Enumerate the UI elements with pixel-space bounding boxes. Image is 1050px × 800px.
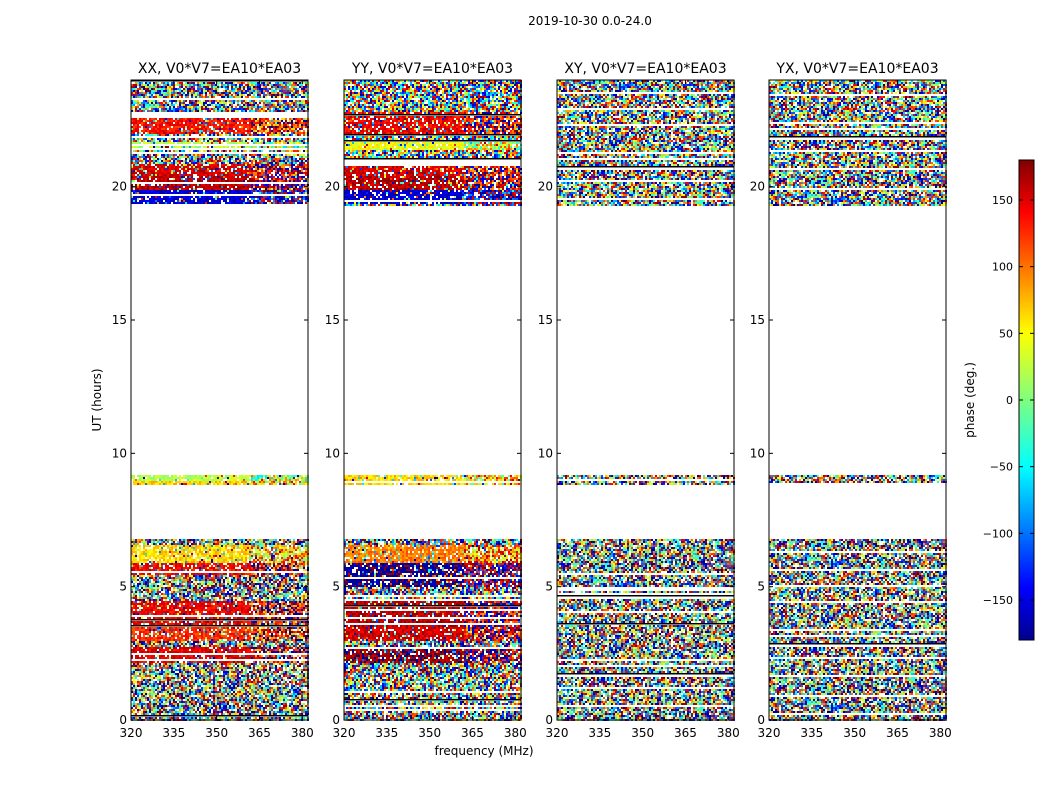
x-tick-label: 380 bbox=[717, 726, 740, 740]
x-tick-label: 350 bbox=[631, 726, 654, 740]
y-tick-label: 15 bbox=[538, 313, 553, 327]
y-tick-label: 5 bbox=[119, 580, 127, 594]
panel-title: YX, V0*V7=EA10*EA03 bbox=[775, 61, 938, 77]
y-tick-label: 5 bbox=[545, 580, 553, 594]
panel-title: YY, V0*V7=EA10*EA03 bbox=[351, 61, 513, 77]
colorbar-tick-label: 50 bbox=[999, 327, 1013, 340]
heatmap-cells bbox=[131, 80, 309, 721]
x-tick-label: 365 bbox=[248, 726, 271, 740]
heatmap-cells bbox=[557, 80, 735, 721]
y-tick-label: 10 bbox=[325, 446, 340, 460]
colorbar-tick-label: −150 bbox=[983, 594, 1013, 607]
y-tick-label: 0 bbox=[545, 713, 553, 727]
x-tick-label: 350 bbox=[205, 726, 228, 740]
colorbar-label: phase (deg.) bbox=[963, 362, 977, 438]
x-tick-label: 380 bbox=[929, 726, 952, 740]
y-tick-label: 0 bbox=[757, 713, 765, 727]
colorbar-tick-label: 100 bbox=[992, 261, 1013, 274]
x-tick-label: 320 bbox=[546, 726, 569, 740]
y-tick-label: 10 bbox=[538, 446, 553, 460]
y-tick-label: 20 bbox=[325, 180, 340, 194]
x-tick-label: 320 bbox=[333, 726, 356, 740]
y-tick-label: 0 bbox=[332, 713, 340, 727]
phase-figure: XX, V0*V7=EA10*EA03 320 335 350 365 380 0 5 10 15… bbox=[0, 0, 1050, 800]
x-tick-label: 380 bbox=[504, 726, 527, 740]
panel-yy: YY, V0*V7=EA10*EA03 320 335 350 365 380 0 5 10 15… bbox=[325, 61, 527, 740]
heatmap-cells bbox=[769, 80, 947, 721]
x-tick-label: 350 bbox=[843, 726, 866, 740]
colorbar-tick-label: 0 bbox=[1006, 394, 1013, 407]
colorbar-tick-label: 150 bbox=[992, 194, 1013, 207]
colorbar-tick-label: −50 bbox=[990, 461, 1013, 474]
heatmap-cells bbox=[344, 80, 522, 721]
y-tick-label: 15 bbox=[750, 313, 765, 327]
x-tick-label: 320 bbox=[120, 726, 143, 740]
panel-xy: XY, V0*V7=EA10*EA03 320 335 350 365 380 0 5 10 15… bbox=[538, 61, 740, 740]
x-tick-label: 335 bbox=[162, 726, 185, 740]
y-tick-label: 20 bbox=[112, 180, 127, 194]
y-tick-label: 15 bbox=[325, 313, 340, 327]
x-tick-label: 335 bbox=[375, 726, 398, 740]
y-tick-label: 5 bbox=[332, 580, 340, 594]
colorbar-tick-label: −100 bbox=[983, 527, 1013, 540]
x-tick-label: 320 bbox=[758, 726, 781, 740]
x-tick-label: 365 bbox=[886, 726, 909, 740]
y-tick-label: 20 bbox=[538, 180, 553, 194]
x-tick-label: 335 bbox=[588, 726, 611, 740]
panel-title: XY, V0*V7=EA10*EA03 bbox=[564, 61, 726, 77]
x-tick-label: 365 bbox=[461, 726, 484, 740]
x-tick-label: 380 bbox=[291, 726, 314, 740]
y-tick-label: 15 bbox=[112, 313, 127, 327]
x-tick-label: 365 bbox=[674, 726, 697, 740]
y-tick-label: 20 bbox=[750, 180, 765, 194]
y-tick-label: 10 bbox=[750, 446, 765, 460]
colorbar: 150 100 50 0 −50 −100 −150 phase (deg.) bbox=[963, 160, 1034, 640]
y-tick-label: 5 bbox=[757, 580, 765, 594]
y-tick-label: 10 bbox=[112, 446, 127, 460]
y-tick-label: 0 bbox=[119, 713, 127, 727]
panel-title: XX, V0*V7=EA10*EA03 bbox=[138, 61, 301, 77]
panel-xx: XX, V0*V7=EA10*EA03 320 335 350 365 380 0 5 10 15… bbox=[112, 61, 314, 740]
x-axis-label: frequency (MHz) bbox=[434, 744, 533, 758]
panel-yx: YX, V0*V7=EA10*EA03 320 335 350 365 380 0 5 10 15… bbox=[750, 61, 952, 740]
x-tick-label: 335 bbox=[800, 726, 823, 740]
x-tick-label: 350 bbox=[418, 726, 441, 740]
y-axis-label: UT (hours) bbox=[90, 368, 104, 431]
